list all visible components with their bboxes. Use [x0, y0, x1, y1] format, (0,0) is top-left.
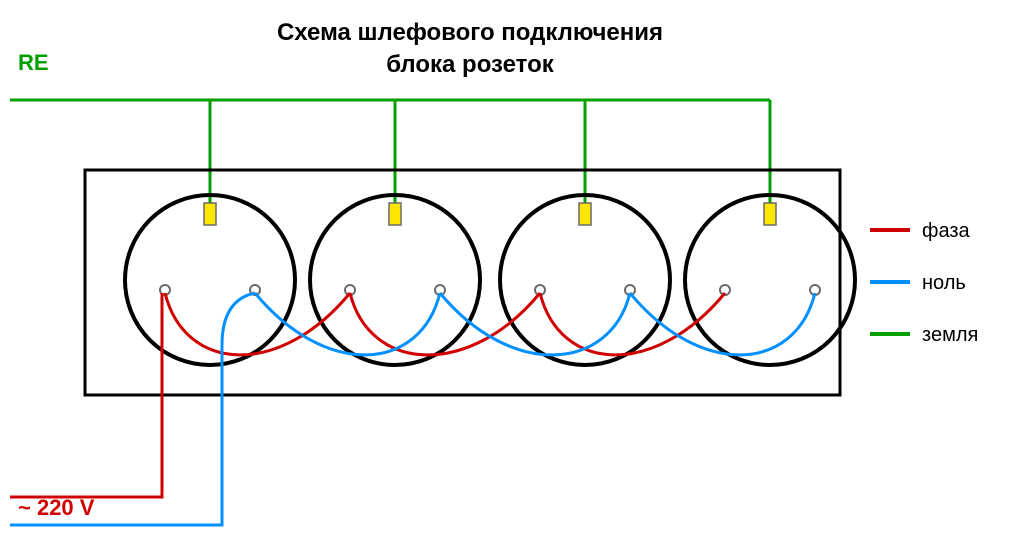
legend-label-earth: земля — [922, 324, 978, 346]
legend: фаза ноль земля — [870, 220, 978, 346]
legend-label-neutral: ноль — [922, 272, 966, 294]
earth-terminal-2 — [389, 203, 401, 225]
earth-terminal-4 — [764, 203, 776, 225]
supply-label: ~ 220 V — [18, 495, 95, 520]
earth-terminal-3 — [579, 203, 591, 225]
neutral-incoming — [10, 293, 255, 525]
socket-block-outline — [85, 170, 840, 395]
earth-terminal-1 — [204, 203, 216, 225]
legend-label-phase: фаза — [922, 220, 971, 242]
neutral-wire-group — [10, 293, 815, 525]
earth-label: RE — [18, 50, 49, 75]
wiring-diagram: Схема шлефового подключения блока розето… — [0, 0, 1017, 557]
earth-wire-group — [10, 100, 770, 205]
sockets-group — [125, 195, 855, 365]
diagram-title-line1: Схема шлефового подключения — [277, 19, 663, 46]
diagram-title-line2: блока розеток — [386, 51, 555, 78]
